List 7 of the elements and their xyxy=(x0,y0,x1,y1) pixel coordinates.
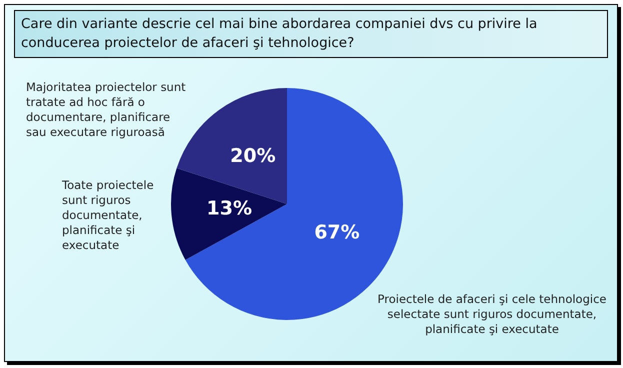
data-label: 13% xyxy=(206,197,252,220)
data-label: 20% xyxy=(230,145,276,168)
chart-title: Care din variante descrie cel mai bine abordarea companiei dvs cu privire la conducerea proiectelor de afaceri şi tehnologice? xyxy=(14,10,608,58)
slice-label: Toate proiectele sunt riguros documentate, planificate şi executate xyxy=(62,178,155,253)
data-label: 67% xyxy=(314,221,360,244)
slice-label: Majoritatea proiectelor sunt tratate ad hoc fără o documentare, planificare sau executare riguroasă xyxy=(26,80,186,140)
slice-label: Proiectele de afaceri şi cele tehnologice selectate sunt riguros documentate, planificate şi executate xyxy=(376,292,608,337)
